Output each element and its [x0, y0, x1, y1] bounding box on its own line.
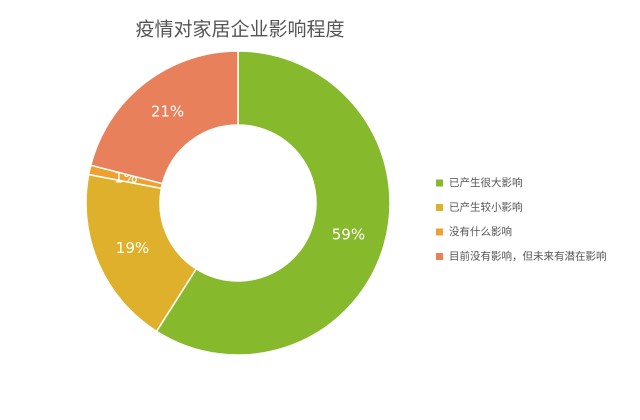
- legend-label: 目前没有影响，但未来有潜在影响: [449, 250, 607, 263]
- data-label: 59%: [332, 226, 365, 244]
- donut-slice: [89, 50, 239, 185]
- data-label: 21%: [151, 103, 184, 121]
- legend-label: 没有什么影响: [449, 225, 512, 238]
- chart-title: 疫情对家居企业影响程度: [135, 19, 344, 41]
- donut-slice: [155, 50, 391, 356]
- legend-swatch: [436, 204, 443, 211]
- legend-label: 已产生较小影响: [449, 201, 523, 214]
- legend-swatch: [436, 253, 443, 260]
- data-label: 19%: [116, 239, 149, 257]
- legend-label: 已产生很大影响: [449, 176, 523, 189]
- donut-slice: [85, 173, 198, 333]
- legend-swatch: [436, 179, 443, 187]
- legend-swatch: [436, 228, 443, 236]
